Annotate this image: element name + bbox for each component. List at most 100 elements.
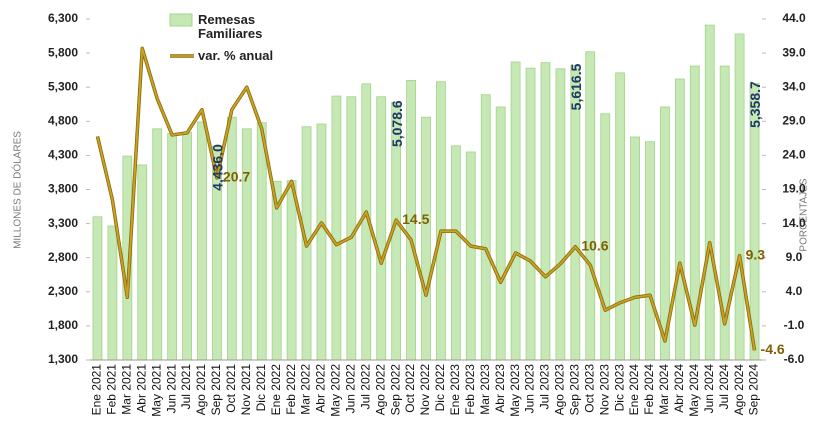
x-tick-label: Jun 2024 — [702, 364, 716, 414]
x-tick-label: Oct 2022 — [403, 364, 417, 413]
bar — [645, 141, 655, 361]
bar — [450, 145, 461, 361]
y-tick-label: 4,800 — [48, 113, 78, 127]
line-value-label: -4.6 — [761, 341, 785, 357]
bar — [436, 81, 446, 361]
y-tick-label: 5,300 — [48, 79, 78, 93]
x-tick-label: Nov 2021 — [239, 364, 253, 416]
line-value-label: 9.3 — [746, 246, 766, 262]
bar — [182, 131, 192, 361]
x-tick-label: May 2024 — [687, 364, 701, 417]
x-tick-label: Ene 2021 — [90, 364, 104, 416]
bar — [704, 24, 715, 361]
bar — [525, 67, 536, 361]
y2-tick-label: -6.0 — [784, 352, 805, 366]
x-tick-label: Feb 2024 — [642, 364, 656, 415]
bar — [241, 128, 252, 361]
line-value-label: 10.6 — [581, 237, 608, 253]
bar — [331, 95, 342, 361]
y-axis-label: MILLONES DE DÓLARES — [11, 131, 24, 249]
x-tick-label: Oct 2021 — [224, 364, 238, 413]
bar — [630, 136, 640, 361]
y2-tick-label: 34.0 — [782, 79, 806, 93]
x-tick-label: Sep 2022 — [388, 364, 402, 416]
x-tick-label: Jun 2023 — [523, 364, 537, 414]
x-tick-label: Jul 2022 — [358, 364, 372, 410]
y-tick-label: 4,300 — [48, 148, 78, 162]
x-tick-label: Dic 2023 — [612, 364, 626, 412]
x-tick-label: Dic 2021 — [254, 364, 268, 412]
bar — [152, 128, 163, 361]
x-tick-label: Abr 2022 — [314, 364, 328, 413]
line — [96, 47, 756, 351]
y2-tick-label: 24.0 — [782, 148, 806, 162]
x-tick-label: Sep 2024 — [747, 364, 761, 416]
x-tick-label: May 2021 — [149, 364, 163, 417]
y2-tick-label: 9.0 — [786, 250, 803, 264]
y-tick-label: 6,300 — [48, 11, 78, 25]
x-tick-label: Jul 2023 — [538, 364, 552, 410]
x-tick-label: Ene 2023 — [448, 364, 462, 416]
bar — [480, 94, 491, 361]
bar — [674, 78, 685, 361]
y2-tick-label: 4.0 — [786, 284, 803, 298]
x-tick-label: Mar 2022 — [299, 364, 313, 415]
y-tick-label: 3,300 — [48, 216, 78, 230]
bar — [421, 116, 431, 361]
x-tick-label: Abr 2024 — [672, 364, 686, 413]
bar — [555, 68, 566, 361]
bar — [92, 216, 103, 361]
bar — [376, 96, 387, 361]
line-value-label: 14.5 — [402, 211, 429, 227]
bar-value-label: 5,078.6 — [389, 100, 405, 147]
bar — [107, 225, 118, 361]
bar — [167, 133, 178, 361]
x-tick-label: Mar 2023 — [478, 364, 492, 415]
bar — [346, 96, 357, 361]
x-tick-label: Dic 2022 — [433, 364, 447, 412]
x-tick-label: Abr 2023 — [493, 364, 507, 413]
x-tick-label: Mar 2021 — [120, 364, 134, 415]
x-tick-label: Ago 2023 — [553, 364, 567, 416]
legend-swatch — [169, 13, 193, 27]
x-tick-label: Sep 2023 — [568, 364, 582, 416]
y2-tick-label: 29.0 — [782, 113, 806, 127]
bar — [137, 164, 148, 361]
x-tick-label: Abr 2021 — [134, 364, 148, 413]
x-tick-label: Feb 2022 — [284, 364, 298, 415]
legend-label: Remesas Familiares — [198, 12, 263, 41]
x-tick-label: Ene 2022 — [269, 364, 283, 416]
bar-value-label: 5,616.5 — [568, 63, 584, 110]
x-tick-label: Nov 2023 — [597, 364, 611, 416]
y-tick-label: 3,800 — [48, 182, 78, 196]
y-tick-label: 1,300 — [48, 352, 78, 366]
line-value-label: 20.7 — [223, 169, 250, 185]
x-tick-label: Jul 2021 — [179, 364, 193, 410]
x-tick-label: Sep 2021 — [209, 364, 223, 416]
x-tick-label: Jun 2022 — [344, 364, 358, 414]
bar — [226, 116, 237, 361]
bar — [316, 123, 327, 361]
bar-value-label: 4,436.0 — [210, 144, 226, 191]
y-tick-label: 2,800 — [48, 250, 78, 264]
x-tick-label: May 2022 — [329, 364, 343, 417]
x-tick-label: Ene 2024 — [627, 364, 641, 416]
bar — [495, 106, 506, 361]
y-tick-label: 2,300 — [48, 284, 78, 298]
x-tick-label: Ago 2021 — [194, 364, 208, 416]
bar — [734, 33, 745, 361]
y2-tick-label: 44.0 — [782, 11, 806, 25]
x-tick-label: Jul 2024 — [717, 364, 731, 410]
legend-label: var. % anual — [198, 48, 274, 63]
y2-tick-label: 39.0 — [782, 45, 806, 59]
bar — [585, 51, 596, 361]
x-tick-label: Feb 2023 — [463, 364, 477, 415]
x-tick-label: May 2023 — [508, 364, 522, 417]
y2-tick-label: -1.0 — [784, 318, 805, 332]
y-tick-label: 1,800 — [48, 318, 78, 332]
x-tick-label: Jun 2021 — [164, 364, 178, 414]
bar-value-label: 5,358.7 — [747, 81, 763, 128]
bar — [256, 122, 267, 361]
